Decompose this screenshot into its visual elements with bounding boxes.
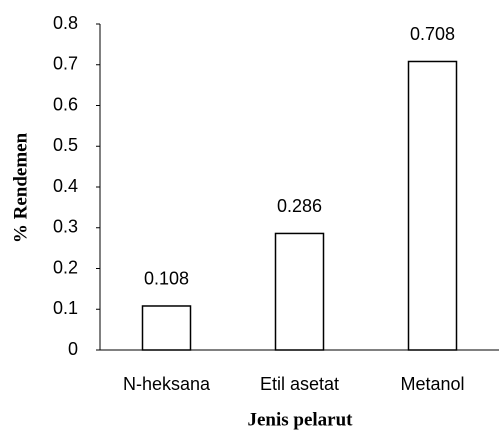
y-tick-label: 0.6 [53, 94, 78, 114]
y-tick-label: 0.1 [53, 298, 78, 318]
bar [141, 305, 192, 351]
y-axis-title: % Rendemen [10, 132, 31, 243]
data-label: 0.108 [144, 269, 189, 289]
y-tick-label: 0.8 [53, 13, 78, 33]
y-tick-label: 0.3 [53, 217, 78, 237]
y-tick-label: 0.5 [53, 135, 78, 155]
y-tick-label: 0.2 [53, 257, 78, 277]
x-tick-label: Metanol [400, 374, 464, 394]
x-axis-title: Jenis pelarut [247, 409, 353, 430]
x-tick-label: N-heksana [123, 374, 211, 394]
bar [407, 60, 458, 351]
x-tick-label: Etil asetat [260, 374, 339, 394]
y-tick-label: 0.4 [53, 176, 78, 196]
data-label: 0.708 [410, 24, 455, 44]
y-tick-label: 0 [68, 339, 78, 359]
data-label: 0.286 [277, 196, 322, 216]
bar [274, 232, 325, 351]
y-tick-label: 0.7 [53, 54, 78, 74]
